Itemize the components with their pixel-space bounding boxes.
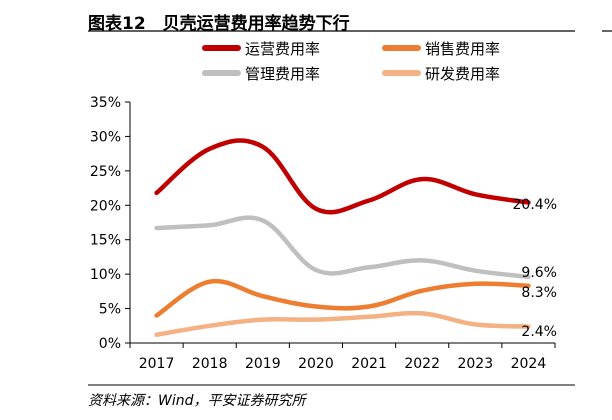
end-labels: 20.4% 9.6% 8.3% 2.4% <box>513 197 557 340</box>
legend-label: 销售费用率 <box>425 40 500 58</box>
chart-title: 图表12 贝壳运营费用率趋势下行 <box>88 14 350 34</box>
y-tick-label: 35% <box>90 95 121 111</box>
end-value-label: 2.4% <box>521 324 557 340</box>
x-tick-label: 2020 <box>298 356 334 372</box>
y-tick-label: 0% <box>99 336 121 352</box>
x-tick-label: 2021 <box>351 356 387 372</box>
y-tick-label: 15% <box>90 233 121 249</box>
legend-label: 研发费用率 <box>425 65 500 83</box>
x-tick-label: 2018 <box>192 356 228 372</box>
x-tick-label: 2024 <box>511 356 547 372</box>
source-note: 资料来源：Wind，平安证券研究所 <box>88 393 306 409</box>
y-tick-label: 25% <box>90 164 121 180</box>
y-tick-label: 30% <box>90 129 121 145</box>
series-line-2 <box>154 278 531 318</box>
series-group <box>154 138 531 337</box>
legend-label: 运营费用率 <box>245 40 320 58</box>
end-value-label: 9.6% <box>521 265 557 281</box>
axes: 0% 5% 10% 15% 20% 25% 30% 35% 2017 2018 2019 2020 20… <box>90 95 556 372</box>
series-line-4 <box>154 310 531 337</box>
end-value-label: 20.4% <box>513 197 557 213</box>
y-tick-label: 10% <box>90 267 121 283</box>
series-line-1 <box>154 138 531 215</box>
y-tick-label: 20% <box>90 198 121 214</box>
legend-label: 管理费用率 <box>245 65 320 83</box>
end-value-label: 8.3% <box>521 285 557 301</box>
x-tick-label: 2019 <box>245 356 281 372</box>
y-tick-label: 5% <box>99 302 121 318</box>
series-line-3 <box>154 215 531 280</box>
x-tick-label: 2022 <box>404 356 440 372</box>
x-tick-label: 2023 <box>457 356 493 372</box>
x-tick-label: 2017 <box>139 356 175 372</box>
